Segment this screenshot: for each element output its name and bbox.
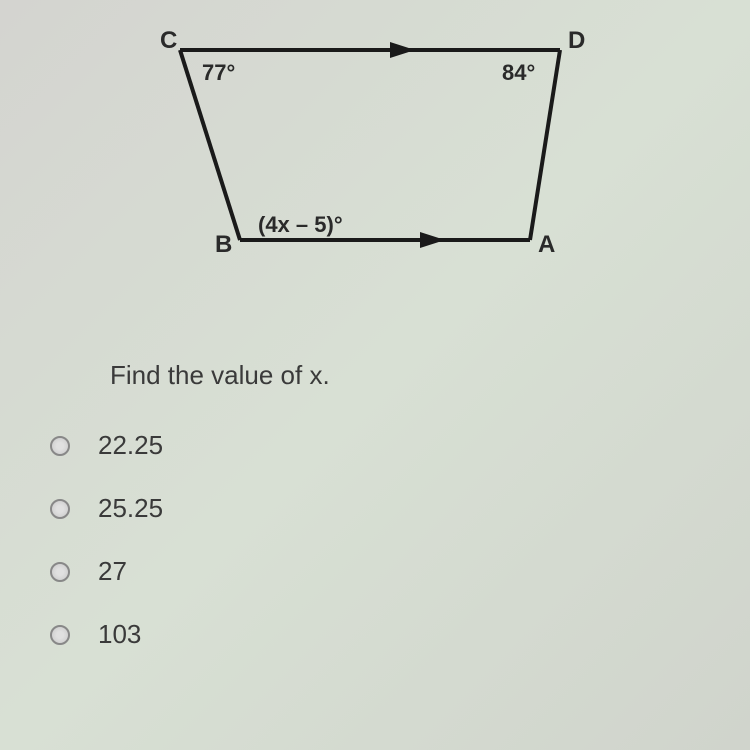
radio-icon[interactable] — [50, 436, 70, 456]
radio-icon[interactable] — [50, 625, 70, 645]
parallel-arrow-top — [390, 42, 415, 58]
vertex-D-label: D — [568, 27, 585, 54]
angle-B-label: (4x – 5)° — [258, 212, 343, 237]
option-row-0[interactable]: 22.25 — [50, 430, 163, 461]
option-label: 25.25 — [98, 493, 163, 524]
trapezoid-diagram: C D B A 77° 84° (4x – 5)° — [130, 20, 610, 280]
angle-D-label: 84° — [502, 60, 535, 85]
option-label: 27 — [98, 556, 127, 587]
vertex-A-label: A — [538, 231, 555, 258]
vertex-C-label: C — [160, 27, 177, 54]
vertex-B-label: B — [215, 231, 232, 258]
option-row-1[interactable]: 25.25 — [50, 493, 163, 524]
option-row-3[interactable]: 103 — [50, 619, 163, 650]
option-row-2[interactable]: 27 — [50, 556, 163, 587]
option-label: 103 — [98, 619, 141, 650]
parallel-arrow-bottom — [420, 232, 445, 248]
question-text: Find the value of x. — [110, 360, 330, 391]
angle-C-label: 77° — [202, 60, 235, 85]
options-container: 22.25 25.25 27 103 — [50, 430, 163, 682]
diagram-svg: C D B A 77° 84° (4x – 5)° — [130, 20, 610, 280]
radio-icon[interactable] — [50, 562, 70, 582]
radio-icon[interactable] — [50, 499, 70, 519]
option-label: 22.25 — [98, 430, 163, 461]
